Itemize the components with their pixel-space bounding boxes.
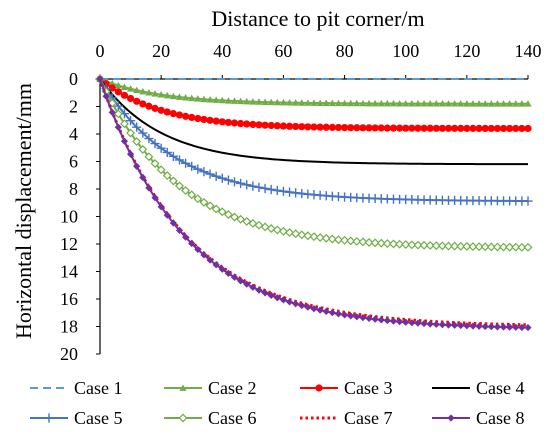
series-layer [95,74,533,332]
x-axis-title: Distance to pit corner/m [211,6,424,31]
axes: 0 20 40 60 80 100 120 140 0 2 4 6 8 10 12 14 16 18 20 [60,41,542,364]
series-5 [95,74,533,206]
series-line [99,78,529,329]
x-tick-label: 0 [96,41,105,61]
y-tick-label: 16 [60,289,78,309]
legend-label: Case 3 [344,378,393,398]
series-8 [96,75,532,332]
y-tick-label: 8 [69,179,78,199]
legend-entry: Case 1 [30,378,123,398]
y-tick-label: 10 [60,207,78,227]
series-markers [96,75,532,107]
y-tick-label: 20 [60,344,78,364]
y-tick-label: 12 [60,234,78,254]
legend-entry: Case 2 [164,378,257,398]
legend-entry: Case 7 [300,408,393,428]
series-line [98,78,529,327]
legend-entry: Case 8 [432,408,525,428]
legend-label: Case 5 [74,408,123,428]
legend-label: Case 4 [476,378,525,398]
y-tick-label: 4 [69,124,78,144]
y-tick-label: 0 [69,69,78,89]
series-markers [96,75,532,332]
legend-label: Case 8 [476,408,525,428]
x-tick-label: 80 [336,41,354,61]
x-tick-label: 20 [152,41,170,61]
y-tick-label: 14 [60,262,78,282]
legend-label: Case 2 [208,378,257,398]
legend-label: Case 7 [344,408,393,428]
series-2 [96,75,532,107]
legend-entry: Case 5 [30,408,123,428]
y-tick-label: 6 [69,152,78,172]
legend-label: Case 6 [208,408,257,428]
y-axis-title: Horizontal displacement/mm [11,83,36,339]
legend-entry: Case 6 [164,408,257,428]
x-tick-label: 100 [392,41,419,61]
series-7 [98,78,529,327]
y-tick-label: 2 [69,97,78,117]
y-tick-label: 18 [60,317,78,337]
x-tick-label: 40 [213,41,231,61]
x-tick-label: 60 [274,41,292,61]
legend-entry: Case 3 [300,378,393,398]
series-markers [95,74,533,206]
legend-entry: Case 4 [432,378,525,398]
legend: Case 1 Case 2 Case 3 Case 4 Case 5 Case 6 Case… [30,378,525,428]
x-tick-label: 140 [515,41,542,61]
x-tick-label: 120 [453,41,480,61]
series-4 [99,78,528,166]
series-line [99,78,528,166]
legend-label: Case 1 [74,378,123,398]
